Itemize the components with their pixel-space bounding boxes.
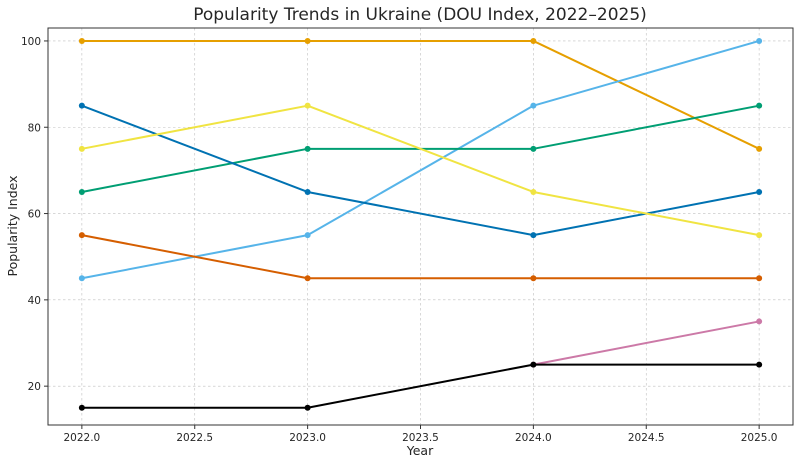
data-point xyxy=(78,145,85,152)
x-tick-label: 2024.0 xyxy=(515,432,552,444)
data-point xyxy=(304,37,311,44)
data-point xyxy=(78,275,85,282)
data-point xyxy=(530,275,537,282)
data-point xyxy=(756,275,763,282)
series-line xyxy=(80,104,761,237)
x-tick-label: 2025.0 xyxy=(741,432,778,444)
y-axis-label: Popularity Index xyxy=(5,175,20,276)
data-point xyxy=(530,37,537,44)
data-point xyxy=(78,102,85,109)
data-point xyxy=(756,361,763,368)
y-tick-label: 20 xyxy=(28,381,41,393)
y-tick-label: 40 xyxy=(28,295,41,307)
data-point xyxy=(304,404,311,411)
data-point xyxy=(530,361,537,368)
data-point xyxy=(78,232,85,239)
data-point xyxy=(530,232,537,239)
data-point xyxy=(756,318,763,325)
series-7 xyxy=(78,361,763,411)
x-tick-label: 2024.5 xyxy=(628,432,665,444)
x-tick-label: 2023.0 xyxy=(289,432,326,444)
series-0 xyxy=(78,37,763,152)
x-axis-label: Year xyxy=(406,443,434,458)
data-point xyxy=(756,232,763,239)
data-point xyxy=(304,102,311,109)
data-point xyxy=(304,275,311,282)
y-tick-label: 100 xyxy=(21,36,41,48)
y-tick-label: 80 xyxy=(28,122,41,134)
data-point xyxy=(78,404,85,411)
series-line xyxy=(80,234,761,280)
data-point xyxy=(304,188,311,195)
data-point xyxy=(530,188,537,195)
data-point xyxy=(756,102,763,109)
data-point xyxy=(304,145,311,152)
series-line xyxy=(80,363,761,409)
data-point xyxy=(756,188,763,195)
chart-title: Popularity Trends in Ukraine (DOU Index,… xyxy=(193,5,647,25)
x-tick-label: 2022.0 xyxy=(63,432,100,444)
data-point xyxy=(756,145,763,152)
data-point xyxy=(78,188,85,195)
series-4 xyxy=(78,102,763,239)
data-point xyxy=(756,37,763,44)
data-point xyxy=(304,232,311,239)
series-line xyxy=(80,39,761,150)
series-5 xyxy=(78,232,763,282)
data-point xyxy=(530,145,537,152)
x-tick-label: 2022.5 xyxy=(176,432,213,444)
axis-ticks: 2022.0 2022.5 2023.0 2023.5 2024.0 2024.5 2025… xyxy=(21,36,778,444)
data-point xyxy=(78,37,85,44)
x-tick-label: 2023.5 xyxy=(402,432,439,444)
data-point xyxy=(530,102,537,109)
series-layer xyxy=(78,37,763,411)
series-line xyxy=(532,320,761,366)
y-tick-label: 60 xyxy=(28,209,41,221)
